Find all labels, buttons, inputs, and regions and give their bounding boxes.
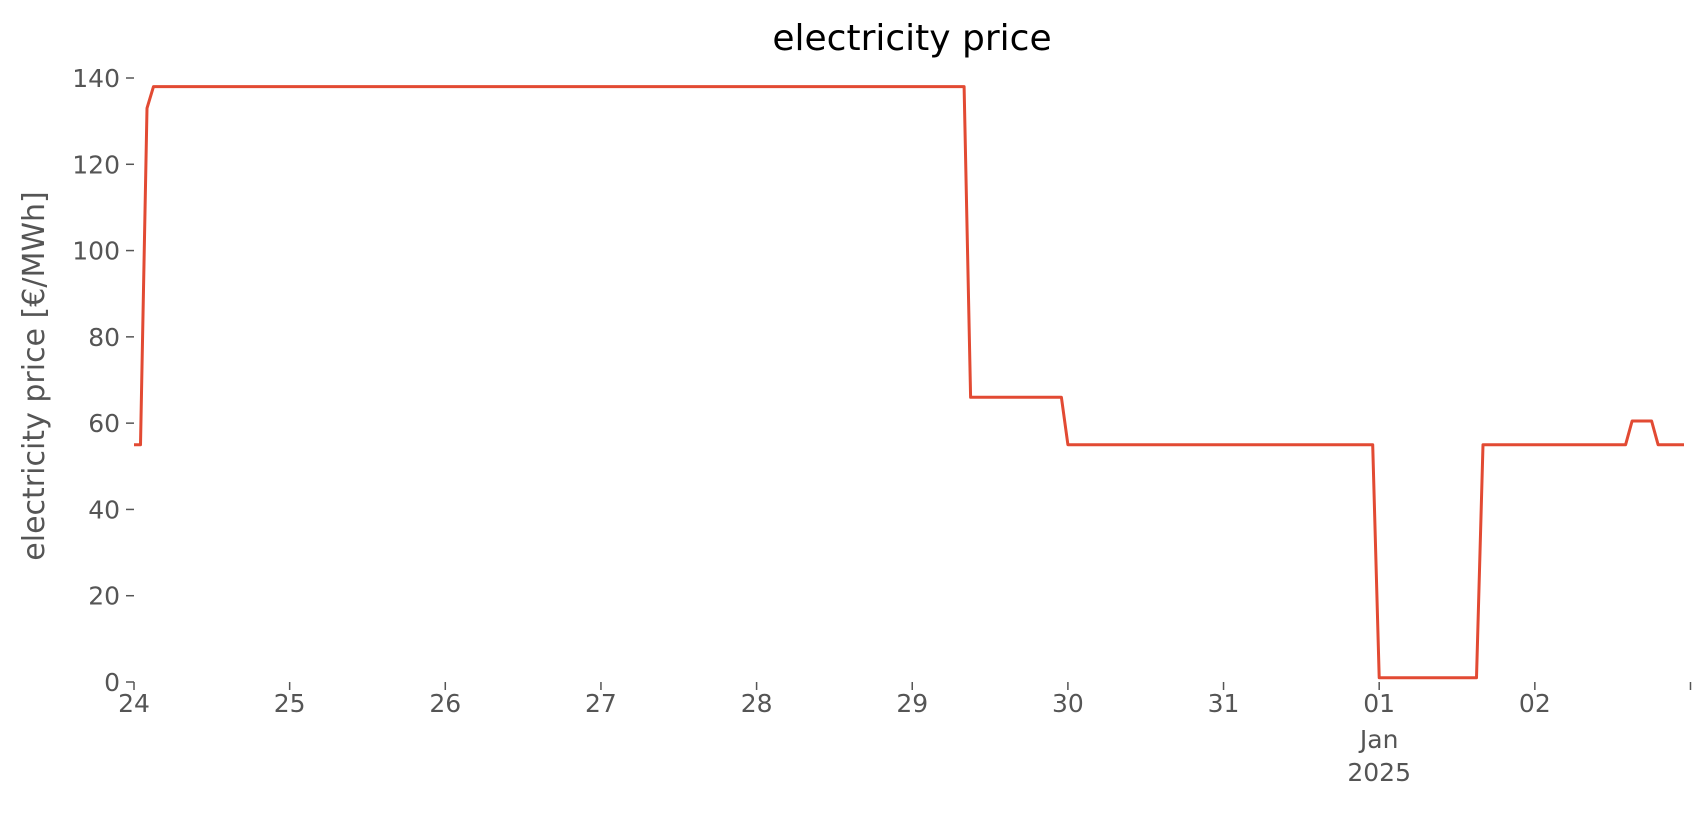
- y-tick-label: 0: [104, 668, 120, 697]
- y-axis: 0 20 40 60 80 100 120 140: [72, 64, 134, 697]
- x-axis: 24 25 26 27 28 29 30 31 01 Jan 2025 02: [118, 682, 1692, 787]
- y-tick-label: 40: [88, 495, 120, 524]
- x-tick-label: 24: [118, 689, 150, 718]
- x-tick-year-label: 2025: [1347, 758, 1411, 787]
- y-tick-label: 100: [72, 237, 120, 266]
- x-tick-label: 29: [896, 689, 928, 718]
- y-tick-label: 80: [88, 323, 120, 352]
- y-tick-label: 120: [72, 150, 120, 179]
- x-tick-label: 25: [274, 689, 306, 718]
- x-tick-month-label: Jan: [1358, 725, 1399, 754]
- chart-title: electricity price: [772, 18, 1051, 59]
- x-tick-label: 27: [585, 689, 617, 718]
- x-tick-label: 31: [1208, 689, 1240, 718]
- x-tick-label: 28: [741, 689, 773, 718]
- series-line: [134, 85, 1684, 680]
- x-tick-label: 26: [429, 689, 461, 718]
- x-tick-label: 01: [1363, 689, 1395, 718]
- x-tick-label: 30: [1052, 689, 1084, 718]
- y-tick-label: 20: [88, 582, 120, 611]
- x-tick-label: 02: [1519, 689, 1551, 718]
- y-axis-label: electricity price [€/MWh]: [17, 191, 52, 560]
- series-group: [134, 85, 1684, 680]
- y-tick-label: 60: [88, 409, 120, 438]
- y-tick-label: 140: [72, 64, 120, 93]
